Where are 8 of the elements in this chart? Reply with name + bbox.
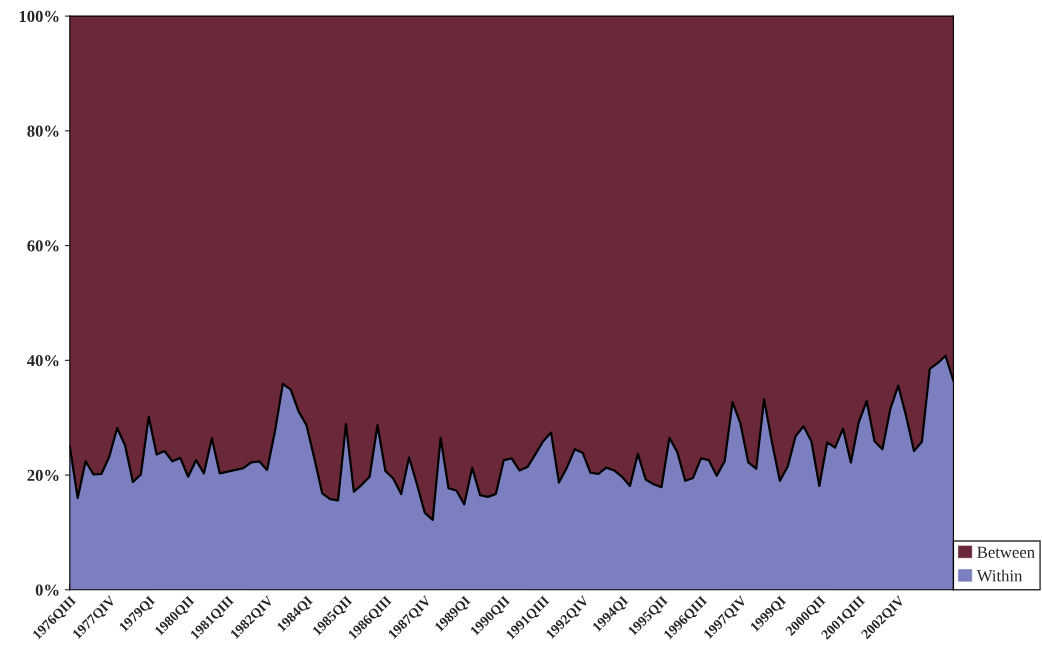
- y-tick-label: 80%: [27, 125, 59, 137]
- y-tick-label: 60%: [27, 240, 59, 252]
- y-tick-label: 20%: [27, 469, 59, 482]
- y-tick-label: 100%: [19, 10, 59, 23]
- legend-label: Between: [977, 546, 1035, 558]
- y-tick-label: 0%: [35, 584, 59, 596]
- y-tick-label: 40%: [26, 355, 59, 367]
- legend-label: Within: [976, 569, 1023, 582]
